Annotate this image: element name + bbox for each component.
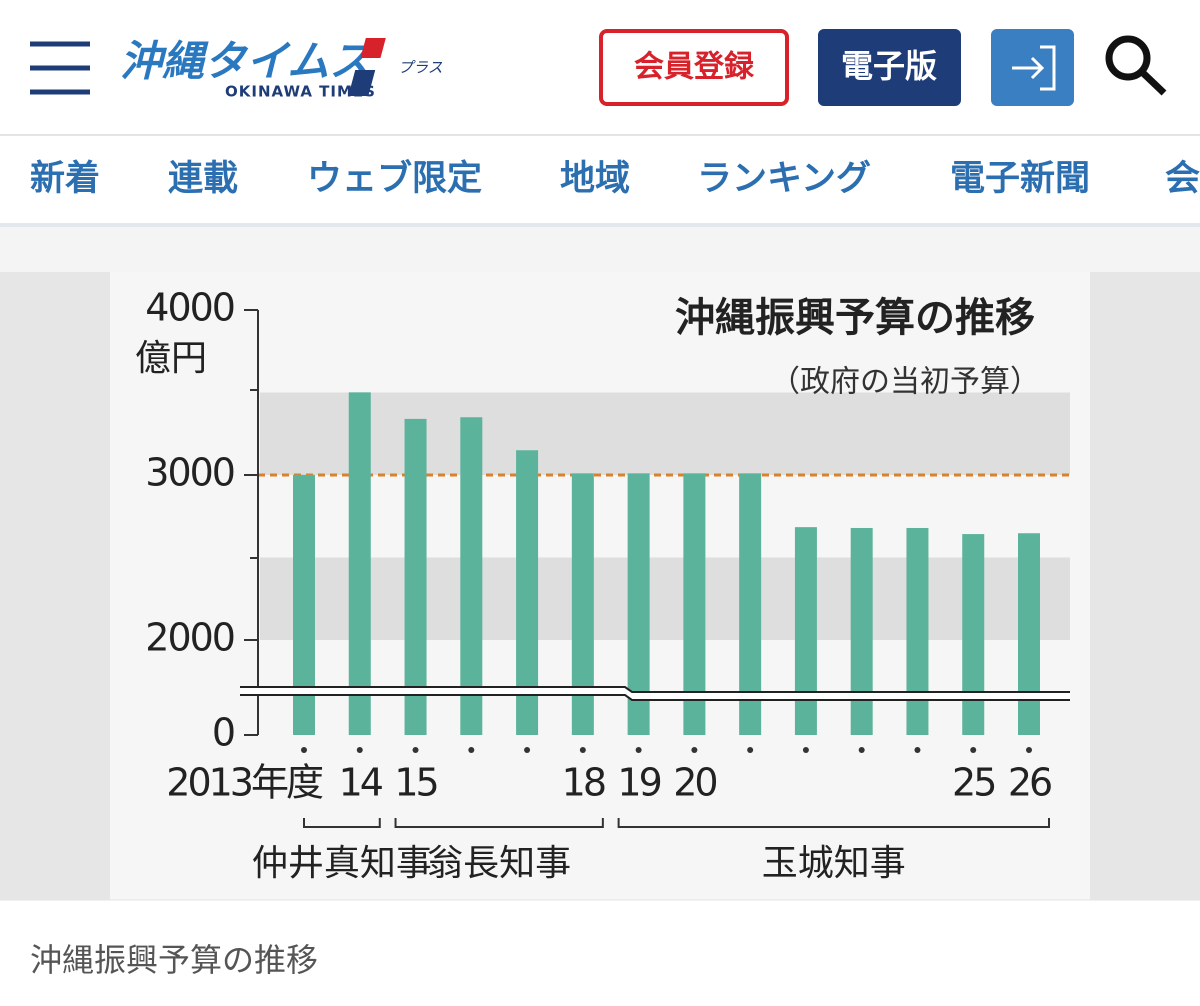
- bar: [962, 534, 985, 735]
- logo-mark: [348, 70, 376, 96]
- shaded-range: [260, 392, 1070, 475]
- nav: 新着 連載 ウェブ限定 地域 ランキング 電子新聞 会: [30, 158, 1200, 199]
- nav-item[interactable]: ランキング: [697, 159, 871, 199]
- tick-dot: [301, 747, 307, 753]
- register-label[interactable]: 会員登録: [634, 50, 755, 85]
- bar: [516, 450, 539, 735]
- period-bracket: [617, 818, 1050, 828]
- unit-label: 億円: [135, 338, 207, 379]
- caption-area: [0, 900, 1200, 1006]
- axis-break: [240, 687, 1070, 700]
- y-tick-label: 4000: [145, 286, 234, 330]
- y-tick-label: 3000: [145, 451, 234, 495]
- period-bracket: [303, 818, 381, 828]
- bar: [460, 417, 483, 735]
- bar: [404, 418, 427, 735]
- x-tick-label: 18: [562, 761, 605, 805]
- digital-label[interactable]: 電子版: [841, 47, 937, 85]
- nav-item[interactable]: 連載: [168, 159, 238, 199]
- logo-mark: [360, 38, 386, 58]
- nav-item[interactable]: 地域: [560, 159, 630, 199]
- x-tick-label: 25: [952, 761, 994, 805]
- period-label: 玉城知事: [762, 843, 906, 884]
- tick-dot: [635, 747, 642, 753]
- bar: [906, 527, 929, 735]
- nav-item[interactable]: 会: [1165, 159, 1200, 199]
- axis-break: [240, 686, 1070, 701]
- caption: 沖縄振興予算の推移: [30, 941, 318, 979]
- tick-dot: [747, 747, 754, 753]
- chart: 0 2000 3000 4000 億円 沖縄振興予算の推移 （政府の当初予算） 2013年度 1…: [135, 286, 1070, 884]
- logo-en: OKINAWA TIMES: [225, 83, 376, 101]
- x-tick-label: 26: [1008, 761, 1051, 805]
- bar: [1018, 533, 1040, 735]
- login-button[interactable]: [991, 29, 1074, 106]
- bar: [683, 473, 706, 735]
- bar: [794, 527, 817, 735]
- tick-dot: [1026, 747, 1032, 753]
- chart-title: 沖縄振興予算の推移: [675, 295, 1035, 341]
- divider: [0, 223, 1200, 227]
- tick-dot: [524, 747, 531, 753]
- digital-button[interactable]: [818, 29, 961, 106]
- tick-dot: [356, 747, 363, 753]
- nav-item[interactable]: 電子新聞: [950, 159, 1090, 199]
- tick-dot: [802, 747, 809, 753]
- bar: [348, 392, 371, 735]
- bar: [571, 473, 594, 735]
- x-tick-label: 20: [673, 761, 716, 805]
- bar: [739, 473, 762, 735]
- tick-dot: [412, 747, 419, 753]
- menu-icon[interactable]: [30, 41, 90, 95]
- bar: [293, 474, 315, 735]
- tick-dot: [579, 747, 586, 753]
- tick-dot: [858, 747, 865, 753]
- bar: [850, 527, 873, 735]
- tick-dot: [914, 747, 921, 753]
- period-label: 仲井真知事: [252, 843, 432, 884]
- nav-item[interactable]: ウェブ限定: [307, 158, 482, 199]
- y-tick-label: 0: [212, 711, 234, 755]
- period-label: 翁長知事: [427, 843, 571, 884]
- spacer: [0, 227, 1200, 272]
- x-tick-label: 19: [617, 761, 660, 805]
- x-tick-label: 2013年度: [166, 761, 323, 805]
- x-tick-label: 14: [339, 761, 383, 805]
- register-button[interactable]: [599, 29, 789, 106]
- period-bracket: [394, 818, 604, 828]
- chart-subtitle: （政府の当初予算）: [770, 365, 1040, 400]
- y-tick-label: 2000: [145, 616, 234, 660]
- x-tick-label: 15: [394, 761, 436, 805]
- logo-sub: プラス: [398, 59, 443, 77]
- logo[interactable]: 沖縄タイムス: [120, 37, 371, 86]
- shaded-range: [260, 557, 1070, 640]
- tick-dot: [970, 747, 977, 753]
- search-icon[interactable]: [1105, 35, 1167, 96]
- tick-dot: [468, 747, 475, 753]
- tick-dot: [691, 747, 698, 753]
- bar: [627, 473, 650, 735]
- nav-item[interactable]: 新着: [30, 159, 100, 199]
